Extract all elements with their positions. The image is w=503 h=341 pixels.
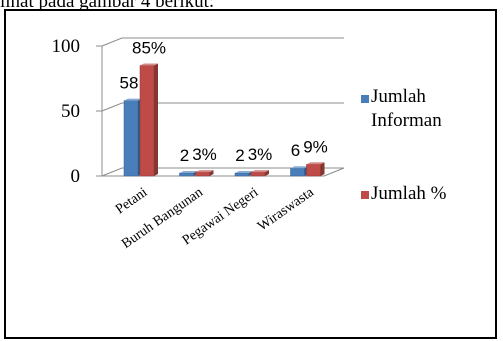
- data-label: 3%: [248, 145, 273, 164]
- y-tick-label: 100: [52, 36, 81, 57]
- bar-top: [179, 171, 198, 173]
- bar-side: [265, 170, 269, 176]
- bar-side: [209, 170, 214, 176]
- chart-frame: 0 50 100 58 85% 2 3% 2 3% 6 9% Petani Buruh Bangun…: [4, 9, 497, 339]
- gridline: [101, 102, 344, 112]
- bar-informan: [234, 172, 250, 177]
- legend-swatch: [361, 191, 369, 199]
- bar-top: [235, 171, 253, 173]
- bars: [123, 63, 325, 177]
- legend-label: Jumlah %: [371, 183, 447, 204]
- data-label: 2: [180, 146, 189, 165]
- data-label: 3%: [192, 145, 217, 164]
- gridline: [101, 167, 344, 177]
- legend: Jumlah Informan Jumlah %: [361, 86, 447, 204]
- axes: 0 50 100: [52, 36, 345, 187]
- category-label: Wiraswasta: [255, 185, 317, 235]
- gridline: [101, 37, 344, 47]
- data-label: 6: [291, 141, 300, 160]
- bar-top: [140, 63, 158, 66]
- bar-informan: [290, 167, 305, 177]
- bar-percent: [250, 171, 266, 177]
- bar-side: [154, 63, 158, 176]
- data-label: 2: [235, 146, 244, 165]
- bar-percent: [139, 65, 155, 177]
- grid-lines: [101, 37, 344, 177]
- y-tick-label: 50: [61, 101, 80, 122]
- bar-informan: [123, 100, 139, 177]
- floor-edge: [323, 167, 345, 177]
- data-label: 9%: [303, 137, 328, 156]
- bar-top: [290, 166, 309, 169]
- bar-percent: [306, 164, 321, 177]
- bar-top: [251, 170, 269, 173]
- bar-side: [320, 162, 325, 176]
- bar-top: [195, 170, 214, 173]
- data-label: 58: [120, 74, 139, 93]
- bar-top: [124, 98, 142, 101]
- data-label: 85%: [132, 39, 166, 58]
- bar-percent: [195, 171, 210, 177]
- bar-top: [306, 162, 325, 165]
- y-tick-label: 0: [71, 166, 81, 187]
- legend-label: Jumlah Informan: [371, 86, 442, 131]
- category-label: Petani: [113, 185, 150, 217]
- bar-informan: [179, 172, 194, 177]
- legend-swatch: [361, 95, 369, 103]
